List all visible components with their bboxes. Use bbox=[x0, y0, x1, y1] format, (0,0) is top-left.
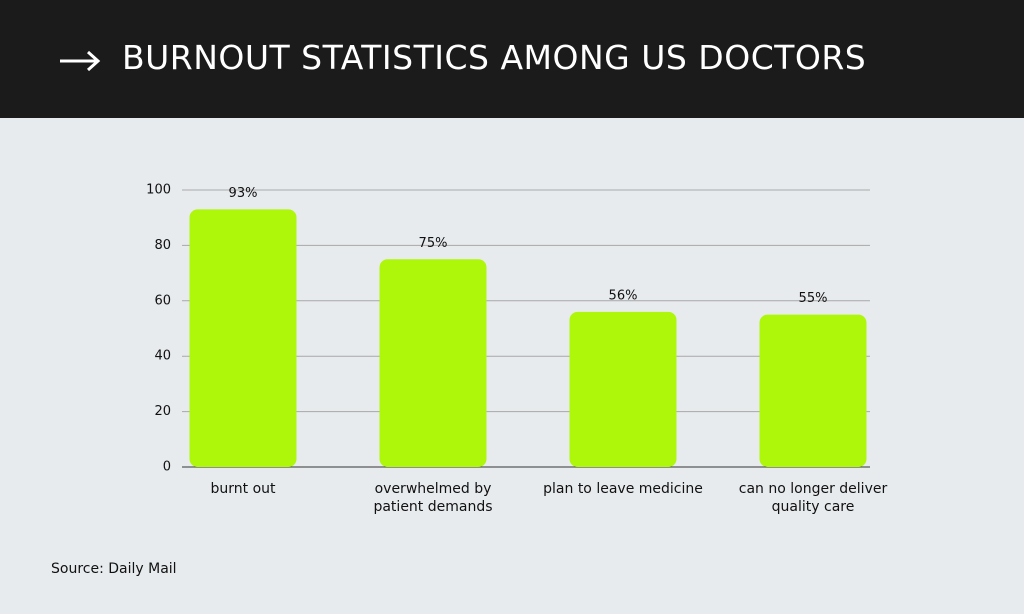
bar bbox=[379, 259, 487, 467]
bar bbox=[569, 311, 677, 467]
y-tick-label: 80 bbox=[154, 238, 171, 253]
source-note: Source: Daily Mail bbox=[51, 561, 177, 577]
x-tick-label: plan to leave medicine bbox=[543, 481, 703, 497]
x-tick-label: can no longer deliver quality care bbox=[738, 481, 888, 515]
header: BURNOUT STATISTICS AMONG US DOCTORS bbox=[0, 0, 1024, 118]
value-label: 56% bbox=[609, 288, 638, 303]
arrow-icon bbox=[60, 50, 101, 72]
value-label: 55% bbox=[799, 291, 828, 306]
x-tick-label: overwhelmed by patient demands bbox=[373, 481, 493, 515]
y-tick-label: 60 bbox=[154, 293, 171, 308]
bar bbox=[189, 209, 297, 467]
bar bbox=[759, 314, 867, 467]
y-tick-label: 100 bbox=[146, 183, 171, 198]
chart-title: BURNOUT STATISTICS AMONG US DOCTORS bbox=[122, 38, 867, 77]
y-tick-label: 0 bbox=[163, 460, 171, 475]
y-tick-label: 20 bbox=[154, 404, 171, 419]
y-tick-label: 40 bbox=[154, 349, 171, 364]
value-label: 75% bbox=[419, 236, 448, 251]
x-tick-label: burnt out bbox=[210, 481, 276, 497]
value-label: 93% bbox=[229, 186, 258, 201]
